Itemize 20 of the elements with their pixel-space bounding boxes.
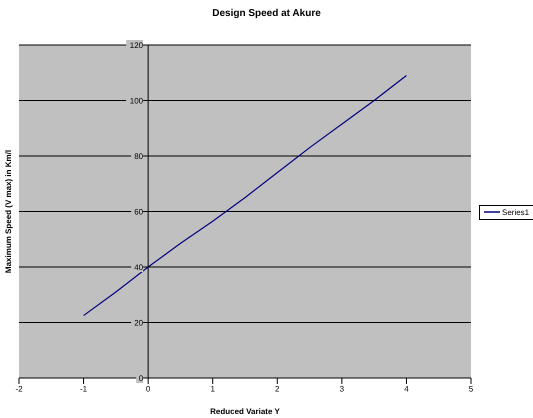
legend-label: Series1 <box>502 208 530 216</box>
x-tick-label: 4 <box>404 384 410 394</box>
x-tick-label: 1 <box>210 384 216 394</box>
y-tick-label: 20 <box>134 318 144 328</box>
chart-title: Design Speed at Akure <box>211 8 322 19</box>
x-tick-label: 5 <box>468 384 474 394</box>
y-tick-label: 60 <box>134 208 144 216</box>
y-tick-label: 80 <box>134 152 144 161</box>
y-tick-label: 40 <box>134 263 144 272</box>
y-tick-label: 0 <box>138 374 144 383</box>
x-tick-label: 3 <box>340 384 345 394</box>
x-tick-label: 0 <box>146 384 151 394</box>
y-tick-label: 100 <box>130 96 144 106</box>
x-tick-label: -1 <box>80 384 88 394</box>
y-tick-label: 120 <box>130 41 144 50</box>
x-tick-label: 2 <box>275 384 280 394</box>
x-tick-label: -2 <box>15 384 24 394</box>
y-axis-title: Maximum Speed (V max) in Km/l <box>4 150 13 274</box>
line-series <box>82 74 408 316</box>
x-axis-title: Reduced Variate Y <box>210 407 280 416</box>
